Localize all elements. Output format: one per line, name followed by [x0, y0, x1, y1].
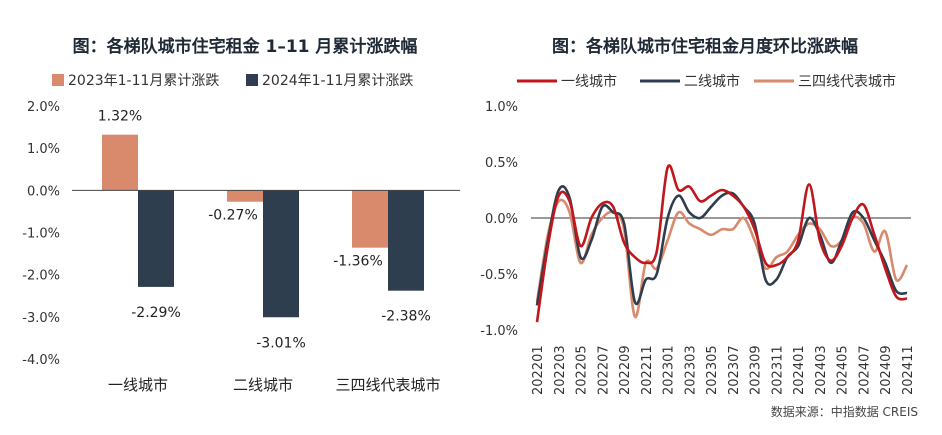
series-line-tier2	[535, 185, 908, 306]
left-y-axis: 2.0% 1.0% 0.0% -1.0% -2.0% -3.0% -4.0%	[22, 100, 60, 368]
x-tick-label: 202207	[596, 345, 611, 395]
bar-2023-tier34	[352, 190, 388, 248]
y-tick-label: -2.0%	[22, 269, 60, 284]
data-label-2024-tier2: -3.01%	[256, 335, 306, 351]
bar-2024-tier34	[388, 190, 424, 291]
x-tick-label: 202211	[640, 345, 655, 395]
x-tick-label: 202405	[836, 345, 851, 395]
x-tick-label: 202203	[553, 345, 568, 395]
x-category-label: 三四线代表城市	[335, 376, 440, 394]
legend-label-tier2: 二线城市	[684, 73, 740, 90]
bar-2023-tier2	[227, 190, 263, 202]
data-label-2023-tier34: -1.36%	[333, 254, 383, 270]
right-x-axis: 202201 202203 202205 202207 202209 202211 2023…	[531, 345, 916, 395]
y-tick-label: -4.0%	[22, 353, 60, 368]
legend-swatch-2024	[246, 74, 258, 86]
y-tick-label: 0.0%	[485, 212, 518, 227]
y-tick-label: -1.0%	[22, 227, 60, 242]
x-tick-label: 202403	[814, 345, 829, 395]
left-legend: 2023年1-11月累计涨跌 2024年1-11月累计涨跌	[52, 73, 413, 89]
x-category-label: 二线城市	[233, 376, 293, 394]
y-tick-label: 2.0%	[27, 100, 60, 115]
x-tick-label: 202411	[901, 345, 916, 395]
cumulative-bar-chart: 图：各梯队城市住宅租金 1–11 月累计涨跌幅 2023年1-11月累计涨跌 2…	[22, 36, 460, 394]
monthly-line-chart: 图：各梯队城市住宅租金月度环比涨跌幅 一线城市 二线城市 三四线代表城市 1.0…	[480, 36, 918, 419]
left-data-labels: 1.32% -0.27% -1.36% -2.29% -3.01% -2.38%	[98, 109, 431, 352]
x-tick-label: 202311	[770, 345, 785, 395]
x-tick-label: 202407	[857, 345, 872, 395]
right-chart-title: 图：各梯队城市住宅租金月度环比涨跌幅	[552, 36, 858, 57]
x-category-label: 一线城市	[108, 376, 168, 394]
legend-label-tier34: 三四线代表城市	[798, 73, 896, 90]
legend-label-2024: 2024年1-11月累计涨跌	[262, 73, 413, 89]
y-tick-label: -0.5%	[480, 268, 518, 283]
y-tick-label: -1.0%	[480, 324, 518, 339]
left-x-axis: 一线城市 二线城市 三四线代表城市	[108, 376, 441, 394]
legend-label-tier1: 一线城市	[561, 73, 617, 90]
x-tick-label: 202303	[683, 345, 698, 395]
x-tick-label: 202209	[618, 345, 633, 395]
legend-label-2023: 2023年1-11月累计涨跌	[68, 73, 219, 89]
x-tick-label: 202201	[531, 345, 546, 395]
y-tick-label: 0.5%	[485, 156, 518, 171]
data-label-2024-tier1: -2.29%	[131, 305, 181, 321]
source-note: 数据来源：中指数据 CREIS	[771, 404, 918, 419]
x-tick-label: 202307	[727, 345, 742, 395]
bar-2024-tier1	[138, 190, 174, 287]
x-tick-label: 202305	[705, 345, 720, 395]
left-bars	[102, 134, 424, 318]
data-label-2024-tier34: -2.38%	[381, 309, 431, 325]
data-label-2023-tier1: 1.32%	[98, 109, 142, 125]
right-legend: 一线城市 二线城市 三四线代表城市	[517, 73, 896, 90]
y-tick-label: -3.0%	[22, 311, 60, 326]
data-label-2023-tier2: -0.27%	[208, 208, 258, 224]
y-tick-label: 1.0%	[27, 142, 60, 157]
y-tick-label: 1.0%	[485, 100, 518, 115]
legend-swatch-2023	[52, 74, 64, 86]
x-tick-label: 202409	[879, 345, 894, 395]
right-y-axis: 1.0% 0.5% 0.0% -0.5% -1.0%	[480, 100, 518, 339]
x-tick-label: 202205	[575, 345, 590, 395]
x-tick-label: 202301	[662, 345, 677, 395]
x-tick-label: 202309	[749, 345, 764, 395]
bar-2024-tier2	[263, 190, 299, 318]
bar-2023-tier1	[102, 134, 138, 191]
right-series-lines	[535, 164, 909, 323]
y-tick-label: 0.0%	[27, 184, 60, 199]
series-line-tier1	[535, 164, 908, 323]
x-tick-label: 202401	[792, 345, 807, 395]
left-chart-title: 图：各梯队城市住宅租金 1–11 月累计涨跌幅	[73, 36, 418, 57]
